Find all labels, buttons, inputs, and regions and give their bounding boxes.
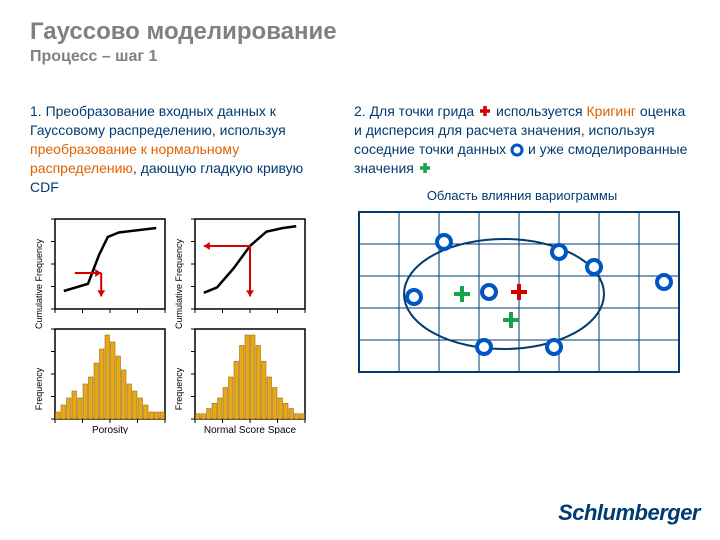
step2-highlight: Кригинг	[587, 103, 637, 119]
step2-text: 2. Для точки грида используется Кригинг …	[354, 102, 690, 178]
step2-b: используется	[492, 103, 586, 119]
step2-a: 2. Для точки грида	[354, 103, 478, 119]
step1-text: 1. Преобразование входных данных к Гаусс…	[30, 102, 330, 196]
svg-text:Normal Score Space: Normal Score Space	[204, 425, 297, 434]
step1-cdf: CDF	[30, 179, 59, 195]
step1-b: , дающую гладкую кривую	[133, 160, 303, 176]
plus-red-inline-icon	[478, 104, 492, 118]
schlumberger-logo: Schlumberger	[558, 500, 700, 526]
circle-inline-icon	[510, 143, 524, 157]
svg-text:Cumulative Frequency: Cumulative Frequency	[174, 239, 184, 330]
variogram-caption: Область влияния вариограммы	[354, 188, 690, 203]
cdf-panels-svg: Cumulative Frequency Cumulative Frequency…	[30, 214, 330, 434]
page-subtitle: Процесс – шаг 1	[30, 48, 690, 66]
variogram-grid-svg	[354, 207, 684, 377]
cdf-histogram-figure: Cumulative Frequency Cumulative Frequency…	[30, 214, 330, 439]
svg-text:Porosity: Porosity	[92, 425, 128, 434]
step1-a: 1. Преобразование входных данных к Гаусс…	[30, 103, 286, 138]
page-title: Гауссово моделирование	[30, 18, 690, 46]
plus-green-inline-icon	[418, 161, 432, 175]
svg-text:Cumulative Frequency: Cumulative Frequency	[34, 239, 44, 330]
svg-text:Frequency: Frequency	[34, 368, 44, 411]
left-column: 1. Преобразование входных данных к Гаусс…	[30, 102, 330, 439]
svg-text:Frequency: Frequency	[174, 368, 184, 411]
right-column: 2. Для точки грида используется Кригинг …	[354, 102, 690, 439]
